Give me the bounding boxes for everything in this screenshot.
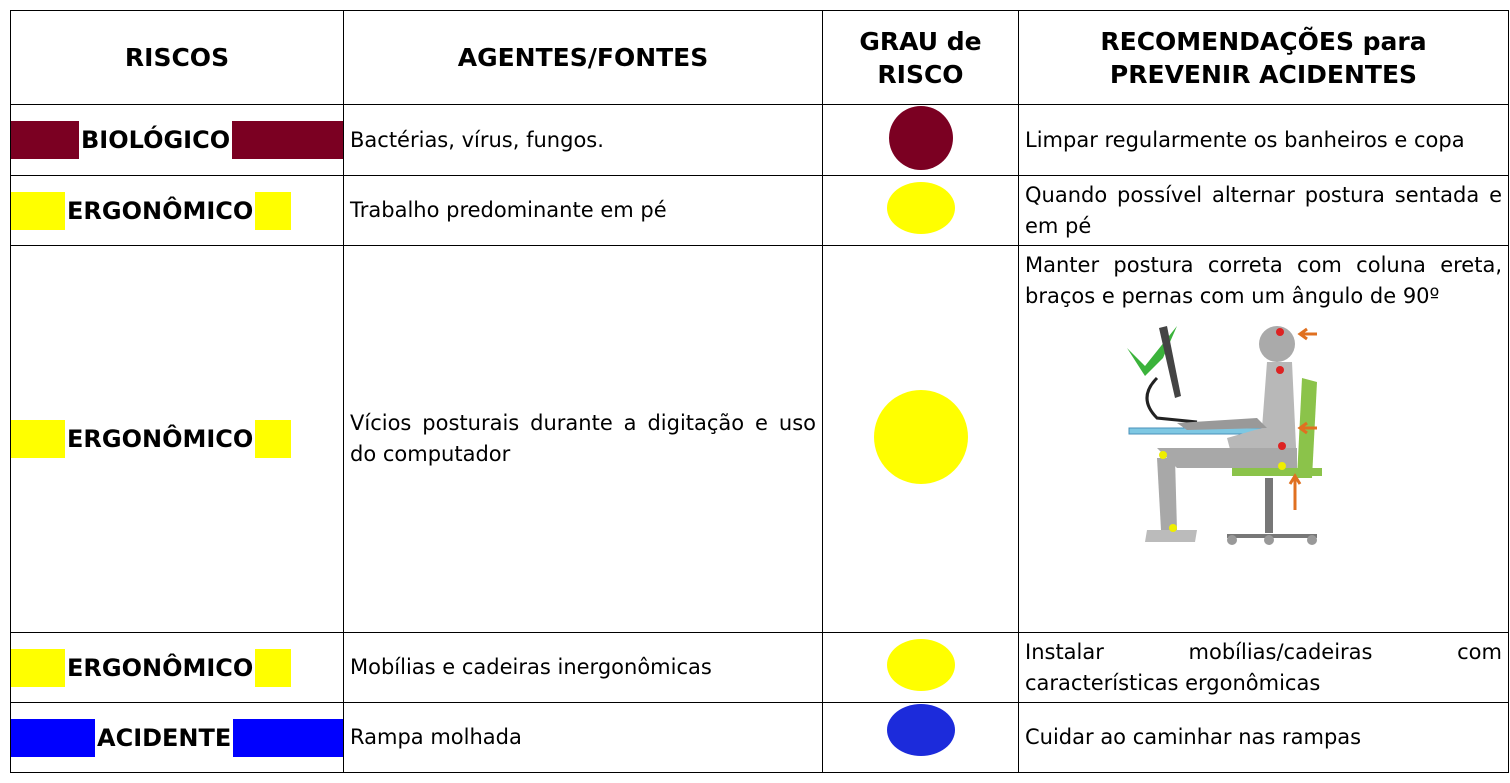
grade-cell [822,702,1019,773]
recommendation-cell: Quando possível alternar postura sentada… [1018,175,1509,246]
grade-icon [886,704,955,756]
risk-cell: ERGONÔMICO [10,245,344,633]
risk-cell: ERGONÔMICO [10,175,344,246]
risk-label: ERGONÔMICO [65,420,256,458]
risk-label: ACIDENTE [95,718,234,757]
grade-cell [822,245,1019,633]
risk-cell: ERGONÔMICO [10,632,344,703]
grade-cell [822,175,1019,246]
grade-icon [873,389,968,484]
header-row: RISCOS AGENTES/FONTES GRAU de RISCO RECO… [10,10,1509,105]
grade-cell [822,632,1019,703]
agent-cell: Rampa molhada [343,702,823,773]
risk-label: ERGONÔMICO [65,191,256,230]
recommendation-text: Manter postura correta com coluna ereta,… [1025,253,1502,308]
row: ERGONÔMICO Vícios posturais durante a di… [10,245,1509,633]
row: BIOLÓGICO Bactérias, vírus, fungos. Limp… [10,104,1509,176]
recommendation-cell: Cuidar ao caminhar nas rampas [1018,702,1509,773]
header-cell: RISCOS [10,10,344,105]
grade-cell [822,104,1019,176]
recommendation-cell: Manter postura correta com coluna ereta,… [1018,245,1509,633]
row: ACIDENTE Rampa molhada Cuidar ao caminha… [10,702,1509,773]
agent-cell: Mobílias e cadeiras inergonômicas [343,632,823,703]
risk-cell: ACIDENTE [10,702,344,773]
risk-table: RISCOS AGENTES/FONTES GRAU de RISCO RECO… [10,10,1509,773]
risk-label: ERGONÔMICO [65,648,256,687]
agent-cell: Trabalho predominante em pé [343,175,823,246]
recommendation-cell: Instalar mobílias/cadeiras com caracterí… [1018,632,1509,703]
row: ERGONÔMICO Trabalho predominante em pé Q… [10,175,1509,246]
risk-cell: BIOLÓGICO [10,104,344,176]
agent-cell: Vícios posturais durante a digitação e u… [343,245,823,633]
grade-icon [886,182,955,234]
grade-icon [888,105,953,170]
grade-icon [886,639,955,691]
header-cell: GRAU de RISCO [822,10,1019,105]
recommendation-cell: Limpar regularmente os banheiros e copa [1018,104,1509,176]
posture-illustration [1127,326,1322,545]
header-cell: RECOMENDAÇÕES para PREVENIR ACIDENTES [1018,10,1509,105]
row: ERGONÔMICO Mobílias e cadeiras inergonôm… [10,632,1509,703]
header-cell: AGENTES/FONTES [343,10,823,105]
risk-label: BIOLÓGICO [79,121,233,159]
agent-cell: Bactérias, vírus, fungos. [343,104,823,176]
